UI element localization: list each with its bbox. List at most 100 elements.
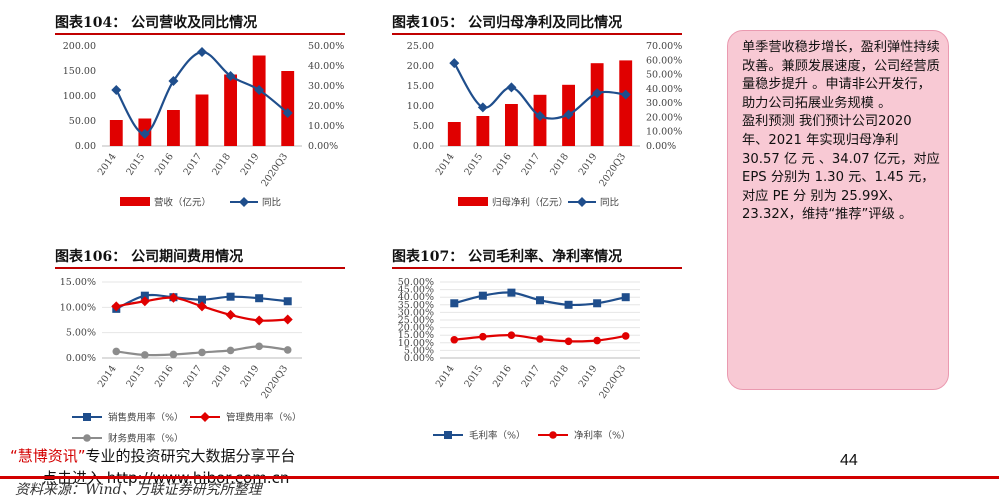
c107-xtick-2016: 2016	[491, 363, 514, 389]
c104-xtick-2016: 2016	[153, 151, 176, 177]
c105-yoy-point-2020Q3	[620, 89, 631, 100]
c105-ytick-left: 0.00	[413, 141, 434, 152]
c105-bar-2014	[447, 122, 461, 146]
c105-ytick-right: 20.00%	[646, 112, 682, 123]
c104-yoy-point-2016	[168, 76, 179, 86]
c107-series-0-point-2019	[593, 299, 602, 308]
c104-ytick-right: 20.00%	[308, 101, 344, 112]
c104-yoy-point-2015	[139, 129, 150, 139]
c104-ytick-right: 50.00%	[308, 41, 344, 52]
c107-ytick: 5.00%	[404, 345, 434, 356]
chart-104-title-rule	[55, 33, 345, 35]
c106-series-1-point-2017	[197, 301, 207, 312]
c106-ytick: 0.00%	[66, 353, 96, 364]
c107-series-1-point-2014	[450, 335, 459, 344]
c107-ytick: 0.00%	[404, 353, 434, 364]
c107-series-0-point-2017	[536, 296, 544, 305]
c105-legend-bar-label: 归母净利（亿元）	[492, 197, 568, 209]
c104-ytick-right: 0.00%	[308, 141, 338, 152]
commentary-box: 单季营收稳步增长，盈利弹性持续改善。兼顾发展速度，公司经营质量稳步提升 。申请非…	[727, 30, 949, 390]
c106-series-0-point-2019	[255, 294, 264, 303]
c107-series-0-point-2020Q3	[621, 293, 630, 302]
c104-legend-line-marker	[239, 197, 249, 207]
c105-ytick-right: 30.00%	[646, 98, 682, 109]
c105-ytick-right: 70.00%	[646, 41, 682, 52]
c105-ytick-right: 0.00%	[646, 141, 676, 152]
c105-legend-line-marker	[577, 197, 587, 207]
chart-107-title: 图表107： 公司毛利率、净利率情况	[392, 249, 623, 265]
c106-xtick-2019: 2019	[239, 363, 262, 389]
chart-106-title-rule	[55, 267, 345, 269]
c107-ytick: 20.00%	[398, 323, 434, 334]
c106-series-1-point-2016	[168, 292, 179, 303]
c106-series-2-point-2017	[198, 348, 206, 357]
c106-xtick-2020Q3: 2020Q3	[259, 363, 290, 400]
c104-xtick-2018: 2018	[210, 151, 233, 177]
c107-xtick-2017: 2017	[520, 363, 543, 389]
c104-bar-2016	[167, 110, 180, 146]
c105-xtick-2017: 2017	[520, 151, 543, 177]
c107-series-0-point-2015	[478, 291, 487, 300]
c105-ytick-left: 20.00	[407, 61, 434, 72]
c106-series-1-point-2020Q3	[282, 314, 293, 325]
chart-105-title-rule	[392, 33, 682, 35]
c106-legend-marker-0	[83, 413, 91, 421]
c107-series-1-point-2016	[507, 331, 516, 339]
c104-ytick-right: 10.00%	[308, 121, 344, 132]
c106-xtick-2018: 2018	[210, 363, 233, 389]
c107-series-1-point-2020Q3	[621, 332, 630, 340]
c107-legend-label-1: 净利率（%）	[574, 430, 631, 442]
c104-legend-line-label: 同比	[262, 197, 281, 209]
c105-ytick-left: 15.00	[407, 81, 434, 92]
c105-ytick-left: 25.00	[407, 41, 434, 52]
source-note: 资料来源：Wind、万联证券研究所整理	[15, 482, 262, 498]
c107-xtick-2020Q3: 2020Q3	[597, 363, 628, 400]
c105-legend-bar-swatch	[458, 197, 488, 206]
c107-ytick: 45.00%	[398, 285, 434, 296]
c105-bar-2016	[505, 104, 518, 146]
c104-legend-bar-swatch	[120, 197, 150, 206]
c107-xtick-2018: 2018	[548, 363, 571, 389]
c106-series-2-point-2020Q3	[283, 346, 292, 354]
c104-ytick-left: 0.00	[75, 141, 96, 152]
c105-yoy-point-2014	[449, 58, 460, 69]
watermark: “慧博资讯”专业的投资研究大数据分享平台	[10, 445, 296, 466]
c107-ytick: 10.00%	[398, 338, 434, 349]
c104-yoy-point-2018	[225, 71, 236, 81]
c106-legend-label-0: 销售费用率（%）	[108, 412, 184, 424]
c105-xtick-2018: 2018	[548, 151, 571, 177]
c105-ytick-right: 40.00%	[646, 84, 682, 95]
c107-series-0-point-2014	[450, 299, 459, 308]
c104-xtick-2015: 2015	[124, 151, 147, 177]
c107-xtick-2015: 2015	[462, 363, 485, 389]
commentary-paragraph-2: 盈利预测 我们预计公司2020 年、2021 年实现归母净利 30.57 亿 元…	[742, 114, 940, 223]
c105-xtick-2020Q3: 2020Q3	[597, 151, 628, 188]
c107-xtick-2014: 2014	[434, 363, 457, 389]
c104-yoy-point-2019	[254, 85, 265, 95]
c105-ytick-right: 50.00%	[646, 70, 682, 81]
c104-xtick-2017: 2017	[182, 151, 205, 177]
c106-xtick-2015: 2015	[124, 363, 147, 389]
c107-ytick: 25.00%	[398, 315, 434, 326]
chart-105-net-profit: 0.00 5.00 10.00 15.00 20.00 25.00 0.00% 10.00% 2…	[407, 41, 682, 209]
c107-series-0-point-2018	[564, 300, 573, 309]
c105-xtick-2014: 2014	[434, 151, 457, 177]
watermark-brand: “慧博资讯”	[10, 447, 86, 465]
c106-series-0-point-2020Q3	[283, 297, 292, 306]
c104-yoy-point-2020Q3	[282, 108, 293, 118]
c107-legend-label-0: 毛利率（%）	[469, 430, 526, 442]
c105-yoy-point-2017	[535, 111, 545, 121]
c107-ytick: 35.00%	[398, 300, 434, 311]
c106-series-0-point-2017	[198, 295, 206, 304]
c104-bar-2018	[224, 74, 237, 146]
c105-ytick-left: 5.00	[413, 121, 434, 132]
c105-bar-2015	[476, 116, 490, 146]
c105-ytick-right: 10.00%	[646, 127, 682, 138]
c104-yoy-point-2017	[197, 47, 207, 57]
c104-yoy-point-2014	[111, 85, 122, 95]
c104-ytick-left: 100.00	[63, 91, 96, 102]
c105-ytick-right: 60.00%	[646, 55, 682, 66]
c106-series-1-point-2019	[254, 315, 265, 326]
chart-105-title: 图表105： 公司归母净利及同比情况	[392, 15, 623, 31]
c106-series-2-point-2015	[141, 351, 149, 359]
